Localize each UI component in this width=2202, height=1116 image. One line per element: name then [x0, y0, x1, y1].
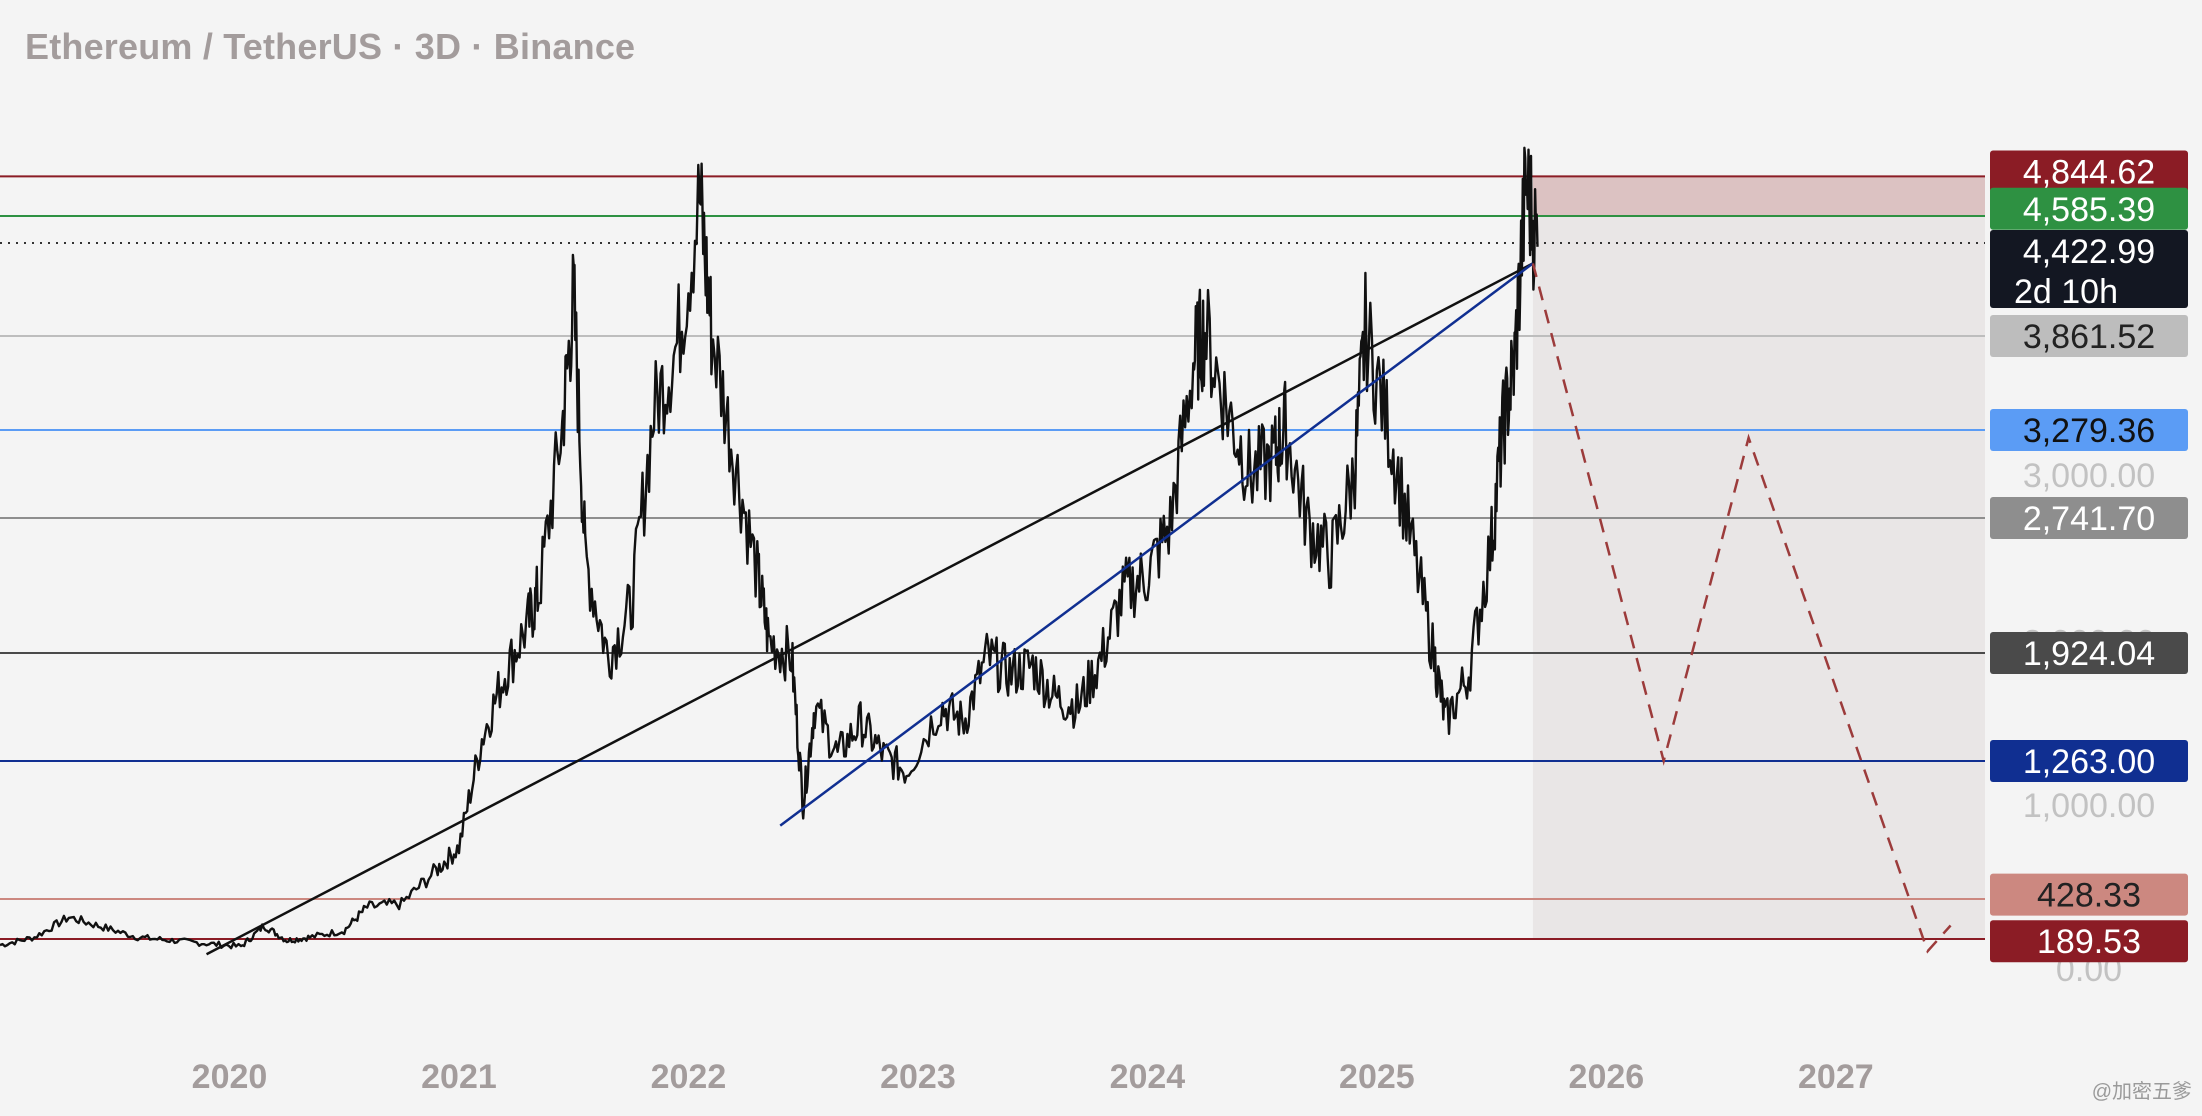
- level-label-2-text: 3,861.52: [2023, 318, 2155, 356]
- x-tick-2022: 2022: [651, 1058, 727, 1096]
- level-label-8-bg: [1990, 920, 2188, 963]
- y-axis-label-0: 3,000.00: [2023, 457, 2155, 495]
- level-label-4-bg: [1990, 497, 2188, 539]
- x-tick-2026: 2026: [1569, 1058, 1645, 1096]
- x-tick-2021: 2021: [421, 1058, 497, 1096]
- level-label-1-bg: [1990, 187, 2188, 230]
- level-label-3-bg: [1990, 409, 2188, 451]
- level-label-6-bg: [1990, 740, 2188, 782]
- level-label-4-text: 2,741.70: [2023, 500, 2155, 538]
- level-label-7-bg: [1990, 873, 2188, 916]
- x-tick-2023: 2023: [880, 1058, 956, 1096]
- trendline-1: [779, 262, 1534, 827]
- level-label-0-bg: [1990, 150, 2188, 193]
- level-label-6-text: 1,263.00: [2023, 743, 2155, 781]
- x-tick-2024: 2024: [1110, 1058, 1186, 1096]
- watermark: @加密五爹: [2091, 1081, 2192, 1103]
- level-label-5-text: 1,924.04: [2023, 635, 2155, 673]
- level-label-1-text: 4,585.39: [2023, 191, 2155, 229]
- level-label-8-text: 189.53: [2037, 923, 2141, 961]
- price-levels-group: [0, 175, 1985, 940]
- x-tick-2027: 2027: [1798, 1058, 1874, 1096]
- current-price-label-text: 4,422.99: [2023, 233, 2155, 271]
- x-tick-2020: 2020: [192, 1058, 268, 1096]
- projection-path-group: [1531, 263, 1952, 954]
- x-axis-group: 2020 2021 2022 2023 2024 2025 2026 2027: [192, 1058, 1874, 1096]
- x-tick-2025: 2025: [1339, 1058, 1415, 1096]
- price-series-line: [0, 146, 1539, 950]
- level-label-7-text: 428.33: [2037, 877, 2141, 915]
- price-series-group: [0, 146, 1539, 950]
- level-label-3-text: 3,279.36: [2023, 412, 2155, 450]
- level-label-0-text: 4,844.62: [2023, 154, 2155, 192]
- projection-path: [1531, 263, 1952, 954]
- level-label-5-bg: [1990, 632, 2188, 674]
- y-axis-label-2: 1,000.00: [2023, 787, 2155, 825]
- chart-title: Ethereum / TetherUS · 3D · Binance: [25, 26, 636, 67]
- current-price-label-bg: [1990, 229, 2188, 308]
- projection-top-band: [1532, 176, 1985, 216]
- projection-zone-group: [1532, 176, 1985, 939]
- trendline-0: [205, 262, 1534, 956]
- price-labels-group: 4,844.624,585.39 3,861.52 3,279.36 2,741.70…: [1990, 150, 2188, 963]
- level-label-2-bg: [1990, 315, 2188, 357]
- trendlines-group: [205, 262, 1534, 956]
- projection-zone: [1532, 176, 1985, 939]
- current-price-label-countdown: 2d 10h: [2014, 273, 2118, 311]
